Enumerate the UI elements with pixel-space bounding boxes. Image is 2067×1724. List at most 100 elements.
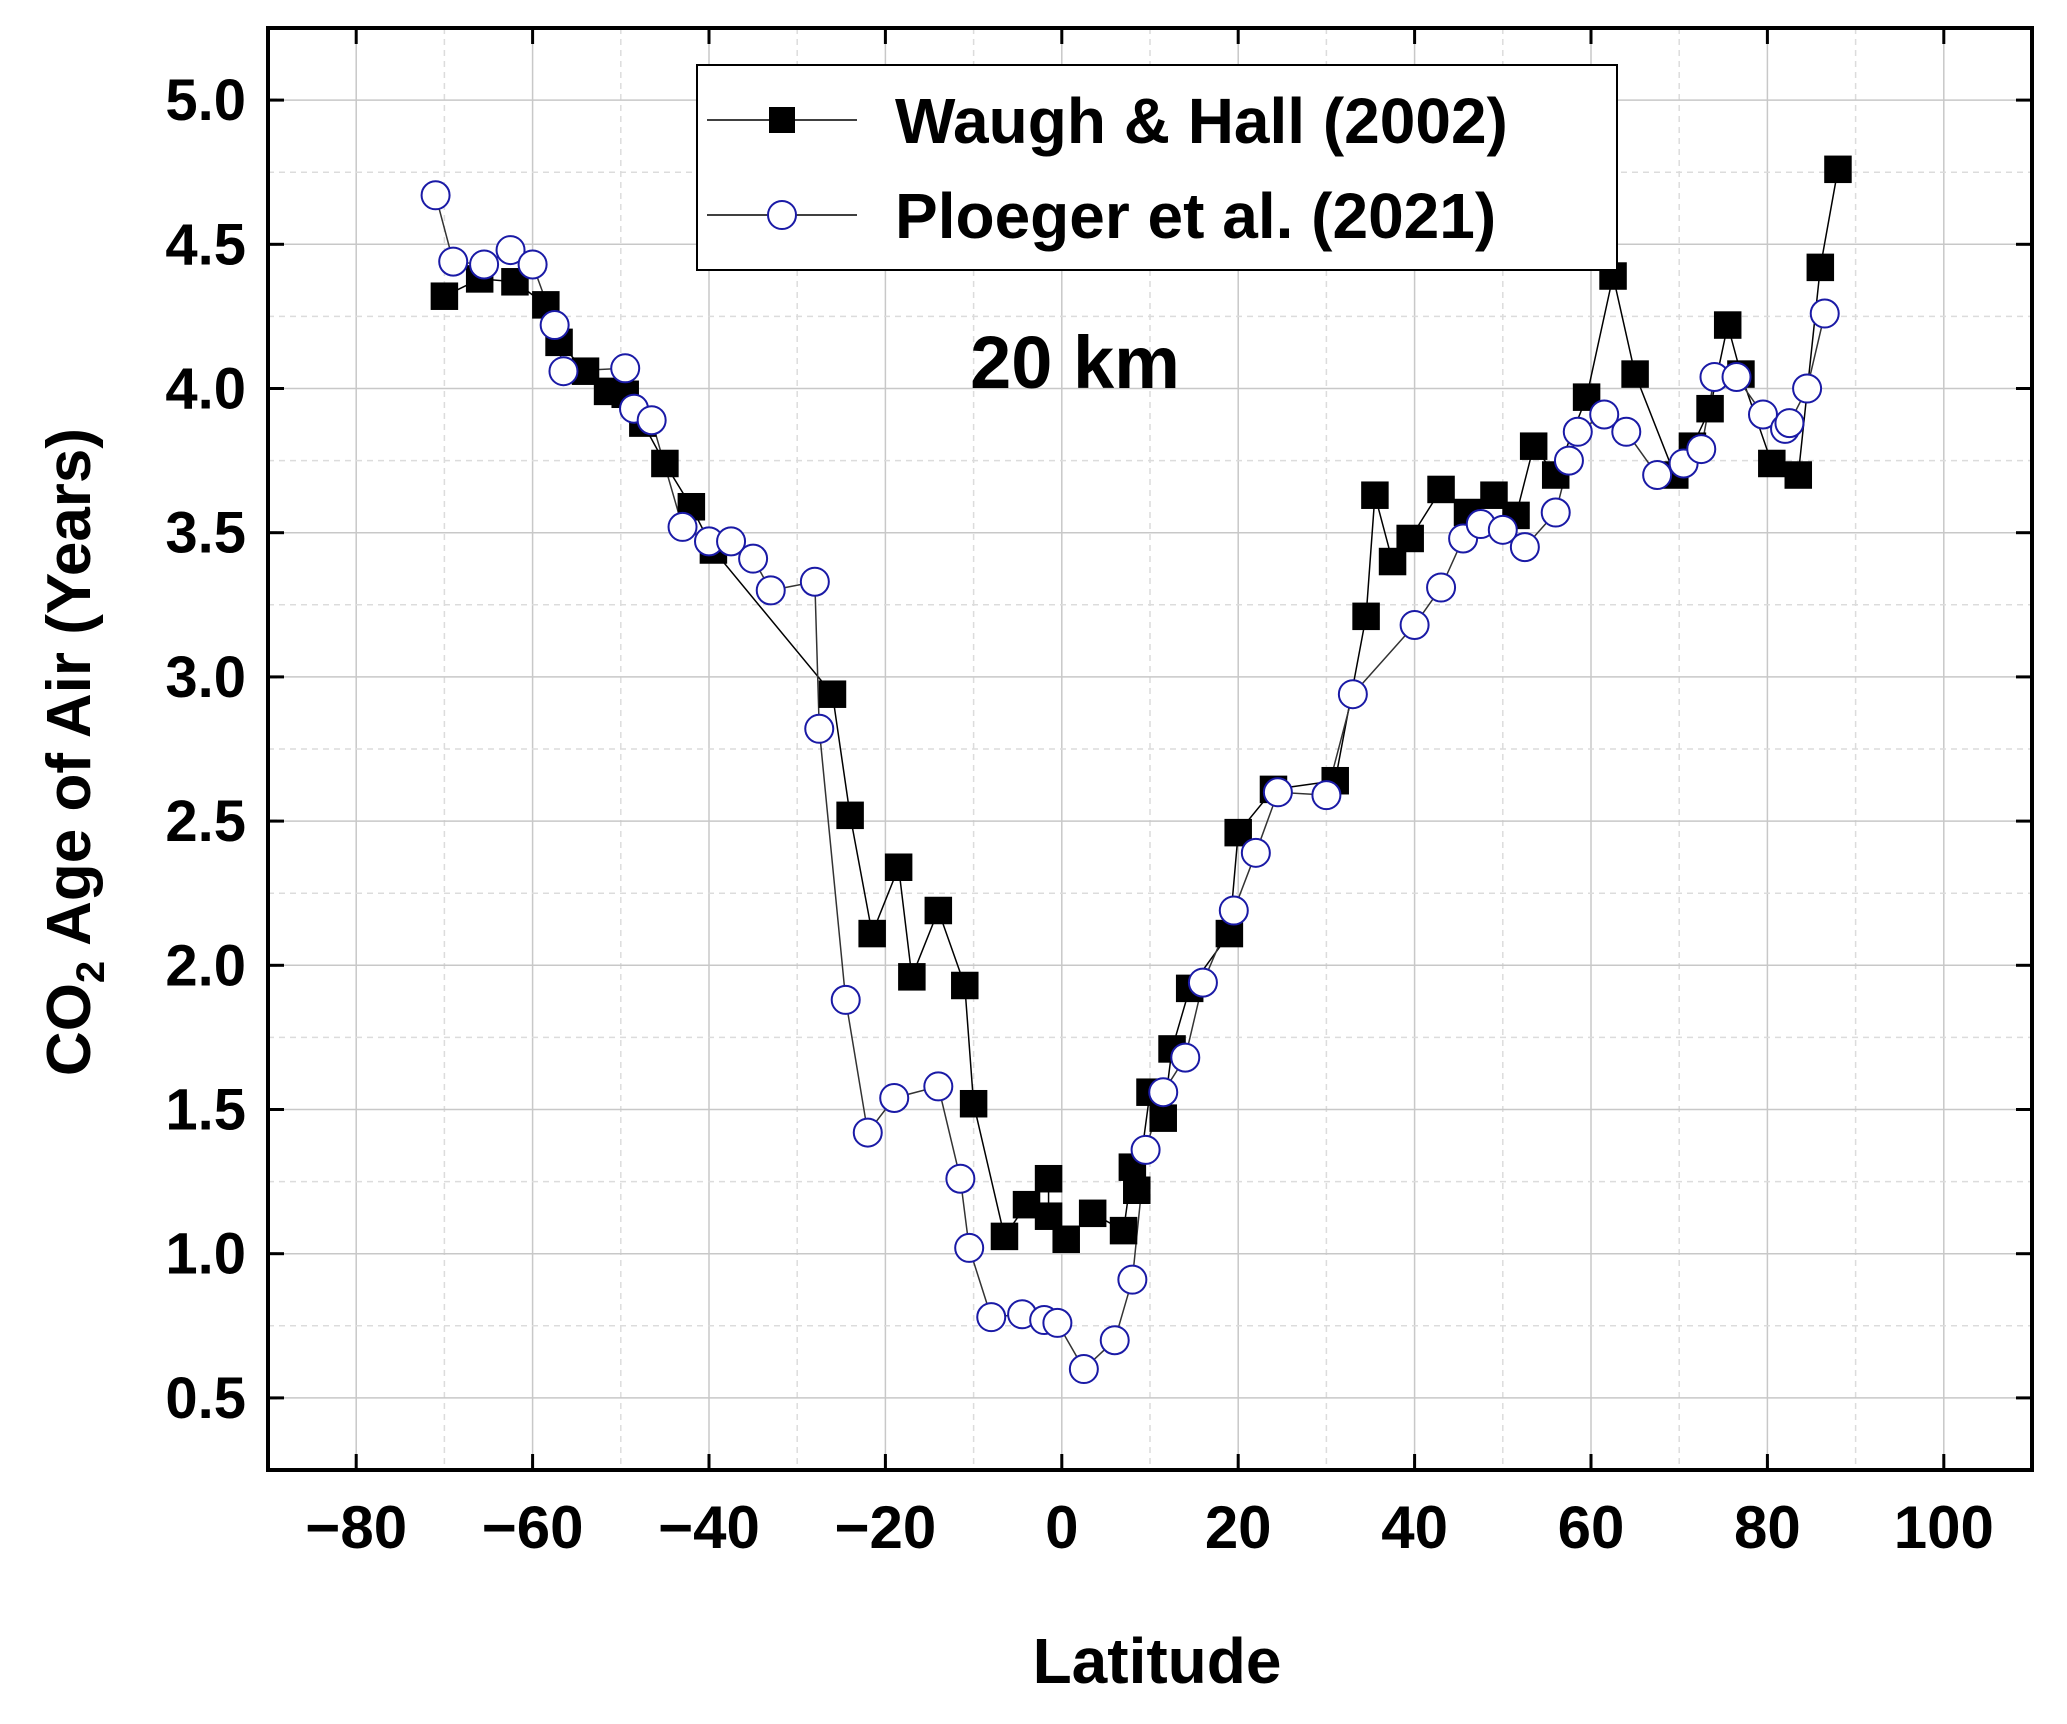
data-point-circle	[1553, 445, 1584, 476]
y-axis-label-rest: Age of Air (Years)	[35, 428, 104, 961]
data-point-circle	[830, 984, 861, 1015]
y-tick-label: 2.5	[165, 789, 246, 854]
data-point-square	[884, 853, 913, 881]
data-point-square	[1052, 1225, 1080, 1254]
data-series	[420, 155, 1852, 1385]
data-point-circle	[636, 405, 667, 436]
data-point-square	[1352, 602, 1380, 631]
data-point-square	[1696, 394, 1724, 423]
y-axis-label-subscript: 2	[69, 961, 113, 983]
data-point-circle	[1148, 1077, 1179, 1108]
data-point-circle	[1509, 532, 1540, 563]
y-tick-label: 2.0	[165, 933, 246, 998]
x-tick-label: 80	[1734, 1494, 1801, 1561]
data-point-square	[1784, 461, 1813, 489]
data-point-circle	[1068, 1354, 1099, 1385]
y-axis-label: CO2 Age of Air (Years)	[35, 428, 113, 1076]
legend-circle-marker	[767, 200, 797, 230]
data-point-square	[1519, 432, 1548, 460]
data-point-circle	[1117, 1264, 1148, 1295]
data-point-circle	[879, 1082, 910, 1113]
legend-label: Waugh & Hall (2002)	[895, 85, 1508, 157]
legend-box	[696, 64, 1618, 271]
data-point-square	[1758, 449, 1786, 478]
data-point-circle	[1099, 1325, 1130, 1356]
data-point-circle	[716, 526, 747, 557]
data-point-circle	[1589, 399, 1620, 430]
data-point-square	[1621, 360, 1649, 388]
y-axis-label-main: CO	[35, 983, 104, 1076]
y-tick-label: 1.0	[165, 1222, 246, 1287]
data-point-square	[858, 919, 886, 948]
data-point-circle	[1611, 416, 1642, 447]
data-point-square	[1034, 1202, 1063, 1230]
data-point-circle	[1809, 298, 1840, 329]
data-point-circle	[548, 356, 579, 387]
data-point-circle	[420, 180, 451, 211]
axes: −80 −60 −40 −20 0 20 40 60 80 100 0.5 1.0 1.5 2.0 2.5 3…	[165, 26, 2034, 1561]
y-tick-label: 4.0	[165, 357, 246, 422]
data-point-square	[1123, 1176, 1151, 1205]
data-point-circle	[1311, 780, 1342, 811]
data-point-square	[924, 896, 953, 925]
legend-label: Ploeger et al. (2021)	[895, 180, 1496, 252]
data-point-square	[990, 1222, 1019, 1251]
data-point-circle	[755, 575, 786, 606]
data-point-circle	[738, 543, 769, 574]
data-point-circle	[1487, 514, 1518, 545]
data-point-circle	[1130, 1134, 1161, 1165]
data-point-square	[1078, 1199, 1107, 1228]
y-tick-label: 3.5	[165, 501, 246, 566]
data-point-square	[1427, 475, 1455, 504]
data-point-square	[959, 1089, 988, 1118]
data-point-circle	[1721, 361, 1752, 392]
data-point-circle	[1540, 497, 1571, 528]
data-point-square	[1806, 253, 1835, 282]
data-point-circle	[469, 249, 500, 280]
data-point-square	[430, 282, 459, 310]
y-tick-label: 0.5	[165, 1366, 246, 1431]
data-point-circle	[1240, 837, 1271, 868]
data-point-circle	[1187, 967, 1218, 998]
x-axis-label: Latitude	[1033, 1625, 1282, 1697]
data-point-square	[1824, 155, 1852, 184]
data-point-circle	[438, 246, 469, 277]
data-point-circle	[852, 1117, 883, 1148]
data-point-circle	[1747, 399, 1778, 430]
data-point-square	[1396, 524, 1424, 553]
data-point-circle	[799, 566, 830, 597]
x-tick-label: −20	[835, 1494, 937, 1561]
data-point-circle	[976, 1302, 1007, 1333]
data-point-circle	[1686, 434, 1717, 465]
x-tick-label: 60	[1558, 1494, 1625, 1561]
y-tick-label: 3.0	[165, 645, 246, 710]
data-point-circle	[923, 1071, 954, 1102]
data-point-square	[1361, 481, 1389, 509]
data-point-circle	[1774, 408, 1805, 439]
x-tick-label: 100	[1894, 1494, 1994, 1561]
y-tick-label: 5.0	[165, 68, 246, 133]
x-tick-label: −80	[305, 1494, 407, 1561]
data-point-circle	[1262, 777, 1293, 808]
data-point-circle	[945, 1163, 976, 1194]
data-point-circle	[667, 511, 698, 542]
data-point-circle	[804, 713, 835, 744]
data-point-circle	[517, 249, 548, 280]
legend: Waugh & Hall (2002) Ploeger et al. (2021)	[696, 64, 1618, 271]
data-point-circle	[1642, 460, 1673, 491]
data-point-circle	[1399, 609, 1430, 640]
data-point-square	[898, 963, 926, 991]
data-point-circle	[495, 235, 526, 266]
data-point-circle	[610, 353, 641, 384]
y-tick-label: 4.5	[165, 212, 246, 277]
x-tick-label: −60	[482, 1494, 584, 1561]
altitude-annotation: 20 km	[970, 321, 1180, 404]
data-point-circle	[1426, 572, 1457, 603]
data-point-square	[1713, 311, 1742, 339]
x-tick-label: −40	[658, 1494, 760, 1561]
data-point-circle	[1792, 373, 1823, 404]
y-tick-label: 1.5	[165, 1078, 246, 1143]
data-point-square	[1034, 1164, 1063, 1193]
